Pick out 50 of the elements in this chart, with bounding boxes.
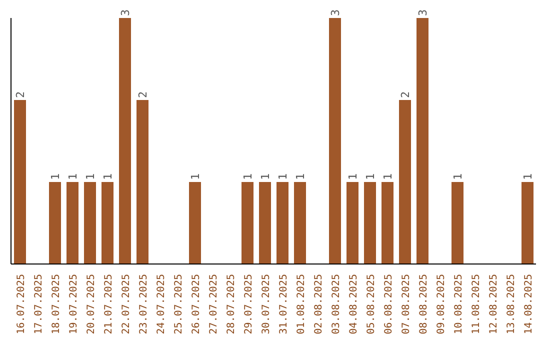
data-label: 1 — [522, 173, 534, 180]
data-label: 1 — [276, 173, 290, 180]
data-label: 3 — [119, 9, 132, 16]
x-tick-label: 19.07.2025 — [68, 274, 80, 334]
data-label: 1 — [294, 173, 307, 180]
x-tick-label: 12.08.2025 — [488, 274, 500, 334]
data-label: 1 — [452, 173, 464, 180]
x-tick-label: 03.08.2025 — [330, 274, 342, 334]
data-label: 1 — [84, 173, 97, 180]
data-label: 1 — [382, 173, 394, 180]
data-label: 3 — [416, 9, 430, 16]
data-label: 1 — [189, 173, 202, 180]
x-tick-label: 07.08.2025 — [400, 274, 412, 334]
x-tick-label: 22.07.2025 — [120, 274, 132, 334]
x-tick-label: 18.07.2025 — [50, 274, 62, 334]
x-tick-label: 29.07.2025 — [243, 274, 254, 334]
data-label: 1 — [49, 173, 62, 180]
data-label: 1 — [242, 173, 254, 180]
x-tick-label: 06.08.2025 — [383, 274, 394, 334]
x-tick-label: 28.07.2025 — [226, 274, 237, 334]
data-label: 1 — [66, 173, 80, 180]
x-tick-label: 01.08.2025 — [296, 274, 307, 334]
x-tick-label: 20.07.2025 — [86, 274, 97, 334]
data-label: 2 — [14, 91, 27, 98]
x-tick-label: 08.08.2025 — [418, 274, 430, 334]
x-tick-label: 11.08.2025 — [470, 274, 482, 334]
x-tick-label: 21.07.2025 — [103, 274, 114, 334]
x-tick-label: 16.07.2025 — [16, 274, 27, 334]
x-tick-label: 27.07.2025 — [208, 274, 220, 334]
x-tick-label: 23.07.2025 — [138, 274, 150, 334]
x-tick-label: 24.07.2025 — [156, 274, 167, 334]
x-tick-label: 10.08.2025 — [453, 274, 464, 334]
x-tick-label: 31.07.2025 — [278, 274, 290, 334]
x-tick-label: 26.07.2025 — [190, 274, 202, 334]
x-tick-label: 09.08.2025 — [436, 274, 447, 334]
x-tick-label: 04.08.2025 — [348, 274, 360, 334]
x-tick-label: 30.07.2025 — [260, 274, 272, 334]
data-label: 2 — [136, 91, 150, 98]
x-tick-label: 02.08.2025 — [313, 274, 324, 334]
data-label: 1 — [364, 173, 377, 180]
data-label: 3 — [329, 9, 342, 16]
x-tick-label: 25.07.2025 — [173, 274, 184, 334]
x-tick-label: 13.08.2025 — [506, 274, 517, 334]
data-label: 1 — [102, 173, 114, 180]
data-label: 1 — [259, 173, 272, 180]
x-tick-label: 05.08.2025 — [366, 274, 377, 334]
data-label: 2 — [399, 91, 412, 98]
data-label: 1 — [346, 173, 360, 180]
x-tick-label: 14.08.2025 — [523, 274, 534, 334]
x-tick-label: 17.07.2025 — [33, 274, 44, 334]
